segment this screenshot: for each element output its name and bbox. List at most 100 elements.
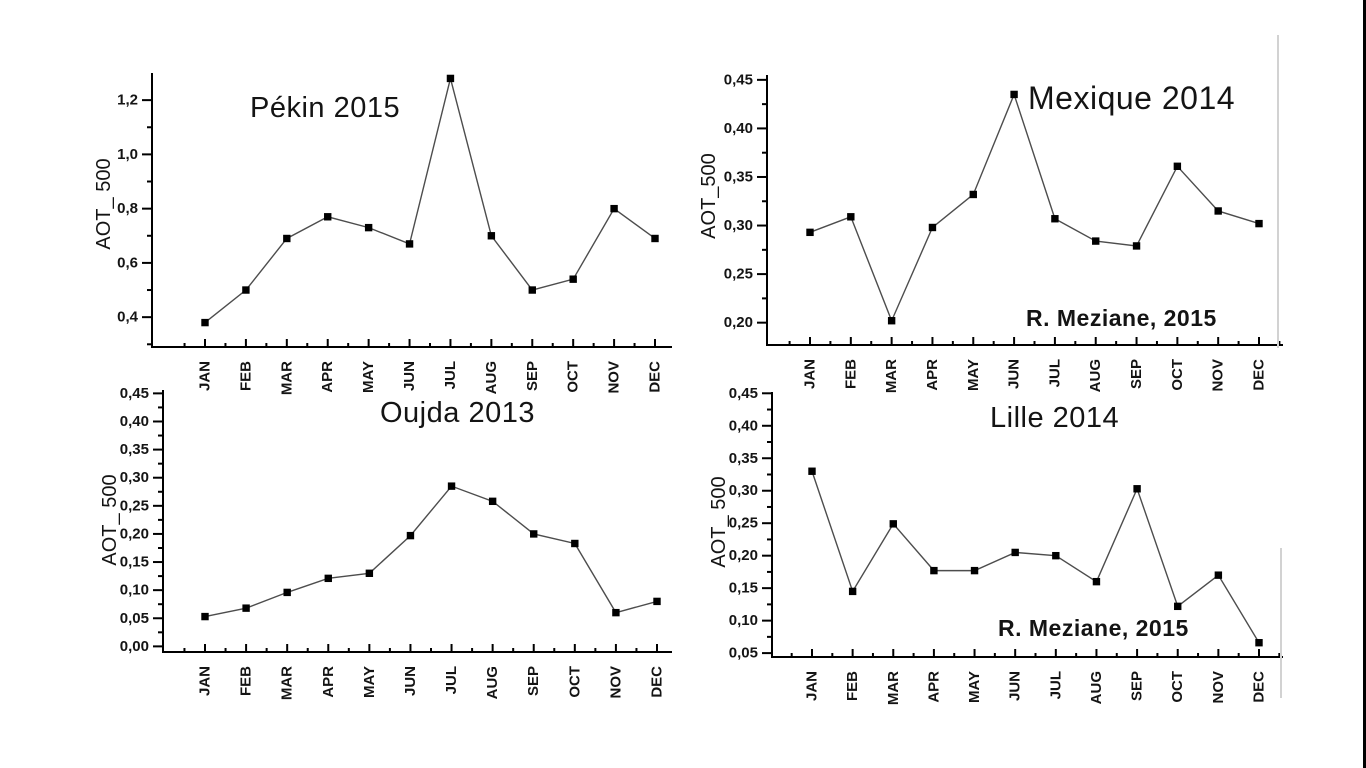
x-axis-ticks — [183, 339, 656, 347]
data-point-marker — [1214, 207, 1222, 215]
x-tick-label: JUN — [401, 361, 418, 391]
x-tick-label: FEB — [237, 361, 254, 391]
x-axis-ticks — [183, 644, 658, 652]
x-tick-labels: JAN FEB MAR APR MAY JUN JUL AUG SEP OCT NOV DEC — [802, 359, 1268, 393]
data-point-markers — [808, 467, 1263, 647]
y-tick-label: 0,35 — [724, 168, 753, 185]
y-tick-label: 1,0 — [117, 146, 138, 163]
x-tick-label: JAN — [197, 361, 214, 391]
x-tick-label: JUN — [1006, 359, 1023, 389]
data-point-marker — [969, 190, 977, 199]
x-tick-label: FEB — [842, 359, 859, 389]
x-tick-label: FEB — [238, 666, 255, 696]
data-point-marker — [242, 286, 250, 294]
x-tick-label: OCT — [566, 666, 583, 698]
series-line — [809, 92, 1260, 323]
x-axis-ticks — [788, 337, 1281, 345]
x-tick-label: AUG — [1088, 671, 1105, 704]
x-tick-label: NOV — [606, 361, 623, 394]
data-point-marker — [808, 467, 816, 475]
x-tick-label: SEP — [1129, 671, 1146, 701]
y-tick-label: 0,30 — [724, 217, 753, 234]
y-tick-label: 0,6 — [117, 254, 138, 271]
y-tick-label: 0,15 — [729, 580, 758, 597]
data-point-markers — [806, 90, 1263, 325]
data-point-marker — [928, 223, 937, 232]
x-tick-label: SEP — [524, 361, 541, 391]
y-tick-label: 0,25 — [724, 266, 753, 283]
x-tick-label: MAY — [360, 361, 377, 393]
y-tick-label: 0,20 — [724, 314, 753, 331]
data-point-marker — [1010, 90, 1018, 99]
x-tick-label: DEC — [1251, 359, 1268, 391]
data-point-marker — [1173, 162, 1182, 170]
x-tick-label: JUL — [443, 666, 460, 694]
data-point-marker — [1214, 571, 1223, 579]
data-point-marker — [406, 531, 415, 540]
data-point-marker — [283, 234, 291, 243]
data-point-marker — [1011, 548, 1019, 557]
y-tick-label: 0,4 — [117, 309, 139, 326]
data-point-marker — [569, 275, 577, 283]
data-point-marker — [1255, 219, 1263, 228]
data-point-marker — [930, 566, 938, 575]
y-axis-ticks — [142, 99, 152, 346]
x-tick-labels: JAN FEB MAR APR MAY JUN JUL AUG SEP OCT NOV DEC — [804, 671, 1268, 705]
x-tick-labels: JAN FEB MAR APR MAY JUN JUL AUG SEP OCT NOV DEC — [197, 666, 666, 700]
chart-image-border-artifact — [1277, 35, 1279, 348]
data-point-marker — [488, 497, 497, 506]
data-point-marker — [1132, 242, 1141, 250]
y-tick-label: 0,20 — [729, 547, 758, 564]
y-tick-labels: 0,05 0,10 0,15 0,20 0,25 0,30 0,35 0,40 0,45 — [729, 385, 758, 662]
chart-4: 0,05 0,10 0,15 0,20 0,25 0,30 0,35 0,40 0,45 JAN F… — [729, 385, 1283, 705]
axes — [151, 73, 672, 348]
mexique-y-axis-label: AOT_500 — [698, 153, 720, 239]
x-axis-ticks — [790, 649, 1281, 657]
y-tick-label: 0,35 — [120, 441, 149, 458]
y-tick-label: 1,2 — [117, 92, 138, 109]
x-tick-label: MAY — [966, 671, 983, 703]
data-point-marker — [571, 539, 579, 548]
x-tick-label: AUG — [483, 361, 500, 394]
x-tick-label: DEC — [649, 666, 666, 698]
y-tick-label: 0,05 — [120, 610, 149, 627]
x-tick-label: NOV — [1210, 359, 1227, 392]
series-line — [204, 78, 656, 324]
x-tick-label: JUN — [402, 666, 419, 696]
data-point-marker — [1051, 215, 1059, 223]
y-tick-label: 0,40 — [729, 417, 758, 434]
x-tick-label: AUG — [484, 666, 501, 699]
oujda-y-axis-label: AOT_ 500 — [99, 474, 121, 566]
x-tick-label: JUL — [1046, 359, 1063, 387]
data-point-marker — [201, 318, 209, 327]
x-tick-label: JUL — [442, 361, 459, 389]
series-line — [811, 471, 1260, 644]
chart-1: 0,4 0,6 0,8 1,0 1,2 JAN FEB MAR APR MAY JUN JUL AUG S… — [117, 73, 672, 395]
data-point-marker — [364, 223, 373, 232]
data-point-marker — [887, 317, 896, 325]
data-point-marker — [653, 597, 661, 606]
data-point-marker — [612, 608, 620, 617]
y-tick-label: 0,40 — [120, 413, 149, 430]
data-point-marker — [201, 612, 209, 621]
data-point-marker — [324, 574, 332, 583]
y-tick-label: 0,20 — [120, 525, 149, 542]
x-tick-label: FEB — [844, 671, 861, 701]
data-point-marker — [242, 604, 250, 612]
y-tick-label: 0,05 — [729, 645, 758, 662]
data-point-marker — [970, 566, 979, 575]
chart-3: 0,00 0,05 0,10 0,15 0,20 0,25 0,30 0,35 0,40 0,45… — [120, 385, 672, 700]
y-tick-label: 0,40 — [724, 120, 753, 137]
data-point-marker — [447, 482, 456, 490]
x-tick-label: NOV — [607, 666, 624, 699]
x-tick-label: MAR — [278, 361, 295, 395]
x-tick-label: OCT — [1169, 359, 1186, 391]
x-tick-label: OCT — [1169, 671, 1186, 703]
x-tick-label: SEP — [525, 666, 542, 696]
mexique-chart-title: Mexique 2014 — [1028, 80, 1236, 116]
pekin-y-axis-label: AOT_ 500 — [93, 158, 115, 250]
x-tick-label: JUL — [1047, 671, 1064, 699]
y-tick-label: 0,30 — [120, 469, 149, 486]
data-point-marker — [1174, 602, 1182, 611]
